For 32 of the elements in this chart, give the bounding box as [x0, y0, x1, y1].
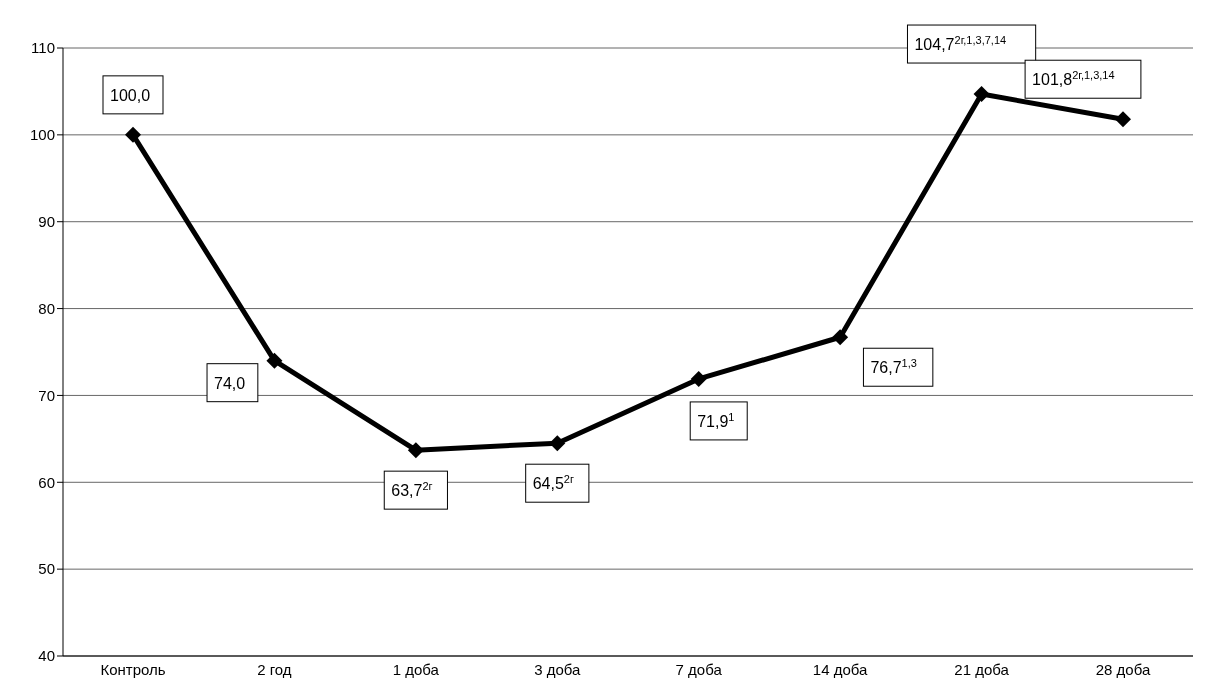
y-tick-label: 110: [31, 39, 55, 57]
x-tick-label: 28 доба: [1095, 660, 1151, 678]
y-tick-label: 100: [29, 126, 55, 144]
y-tick-label: 40: [38, 647, 55, 665]
x-tick-label: 21 доба: [954, 660, 1010, 678]
point: [125, 126, 141, 143]
data-label: 100,0: [110, 86, 151, 104]
point: [832, 329, 849, 346]
point: [407, 442, 424, 459]
x-tick-label: 2 год: [257, 660, 292, 678]
x-tick-label: 14 доба: [812, 660, 869, 678]
y-tick-label: 50: [38, 560, 55, 578]
data-label: 101,8$^{2г,1,3,14}$: [1032, 69, 1115, 89]
x-tick-label: 3 доба: [534, 660, 582, 678]
point: [690, 370, 707, 387]
x-tick-label: 1 доба: [392, 660, 440, 678]
data-label: 64,5$^{2г}$: [532, 473, 574, 493]
y-tick-label: 80: [38, 299, 55, 317]
data-label: 76,7$^{1,3}$: [870, 357, 917, 377]
x-tick-label: Контроль: [100, 660, 166, 678]
y-tick-label: 90: [38, 213, 55, 231]
point: [549, 435, 566, 452]
point: [973, 86, 990, 103]
data-label: 74,0: [214, 374, 246, 392]
data-label: 63,7$^{2г}$: [391, 480, 433, 500]
point: [1115, 111, 1131, 128]
data-label: 71,9$^{1}$: [697, 410, 735, 430]
y-tick-label: 70: [38, 386, 55, 404]
point: [266, 352, 283, 369]
y-tick-label: 60: [38, 473, 55, 491]
x-tick-label: 7 доба: [675, 660, 723, 678]
data-label: 104,7$^{2г,1,3,7,14}$: [914, 33, 1007, 54]
